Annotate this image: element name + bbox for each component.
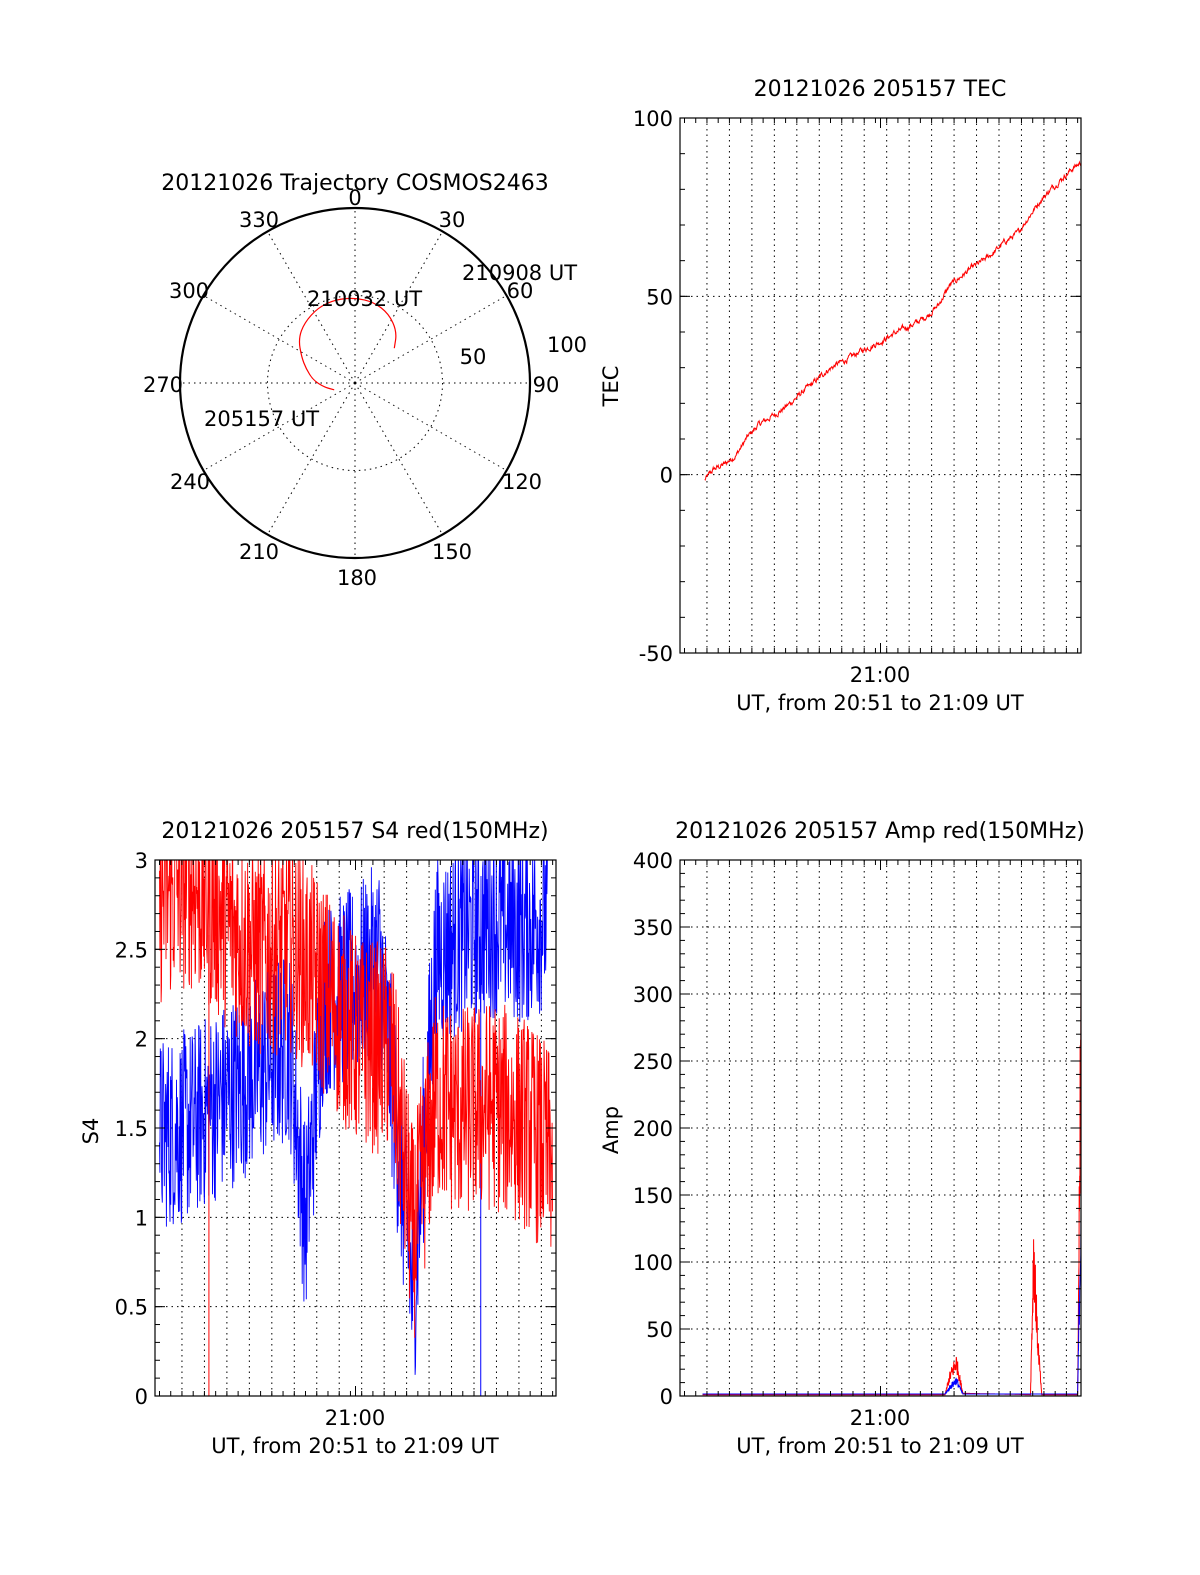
- amp-y-tick-label: 400: [633, 849, 673, 873]
- amp-y-tick-label: 50: [646, 1318, 673, 1342]
- tec-series-line: [704, 160, 1082, 481]
- polar-azimuth-label: 60: [507, 279, 534, 303]
- amp-series-line-blue: [702, 1214, 1082, 1395]
- tec-y-tick-label: 100: [633, 107, 673, 131]
- s4-chart: 20121026 205157 S4 red(150MHz) 0 0.5 1 1.5 2…: [79, 819, 557, 1458]
- s4-title: 20121026 205157 S4 red(150MHz): [161, 819, 548, 844]
- s4-y-tick-label: 2.5: [115, 938, 148, 962]
- tec-chart: 20121026 205157 TEC -50 0 50 100 21:00 UT, …: [599, 77, 1082, 715]
- s4-y-tick-label: 3: [135, 849, 148, 873]
- amp-series-line-red: [702, 970, 1082, 1396]
- tec-plot-frame: [679, 117, 1082, 654]
- polar-azimuth-label: 300: [169, 279, 209, 303]
- polar-radial-label: 100: [547, 333, 587, 357]
- amp-y-axis-label: Amp: [599, 1106, 623, 1154]
- polar-azimuth-label: 150: [432, 540, 472, 564]
- s4-y-tick-label: 0.5: [115, 1296, 148, 1320]
- polar-azimuth-label: 120: [502, 470, 542, 494]
- polar-time-annotation: 205157 UT: [204, 407, 319, 431]
- tec-y-tick-label: 50: [646, 285, 673, 309]
- polar-time-annotation: 210032 UT: [307, 287, 422, 311]
- s4-y-tick-label: 2: [135, 1028, 148, 1052]
- amp-y-tick-label: 250: [633, 1050, 673, 1074]
- polar-ring-50: [267, 295, 443, 471]
- s4-y-tick-label: 1: [135, 1206, 148, 1230]
- polar-trajectory-chart: 20121026 Trajectory COSMOS2463 0 30 60 90 12…: [143, 171, 587, 590]
- polar-azimuth-label: 0: [348, 186, 361, 210]
- polar-title: 20121026 Trajectory COSMOS2463: [161, 171, 548, 196]
- polar-azimuth-label: 270: [143, 373, 183, 397]
- tec-x-axis-label: UT, from 20:51 to 21:09 UT: [736, 691, 1024, 715]
- polar-azimuth-label: 210: [239, 540, 279, 564]
- polar-azimuth-label: 180: [337, 566, 377, 590]
- tec-y-tick-label: 0: [660, 464, 673, 488]
- polar-spoke: [354, 382, 507, 471]
- amp-y-tick-label: 0: [660, 1385, 673, 1409]
- amp-y-tick-label: 200: [633, 1117, 673, 1141]
- amp-chart: 20121026 205157 Amp red(150MHz) 0 50 100 15…: [599, 819, 1085, 1458]
- amp-y-tick-label: 350: [633, 916, 673, 940]
- polar-spoke: [267, 382, 356, 535]
- polar-azimuth-label: 330: [239, 208, 279, 232]
- tec-title: 20121026 205157 TEC: [754, 77, 1007, 102]
- tec-y-tick-label: -50: [639, 642, 673, 666]
- amp-plot-frame: [679, 859, 1082, 1397]
- polar-radial-label: 50: [460, 345, 487, 369]
- s4-series-line-blue: [159, 860, 548, 1375]
- s4-y-tick-label: 0: [135, 1385, 148, 1409]
- polar-time-annotation: 210908 UT: [462, 261, 577, 285]
- amp-x-tick-label: 21:00: [850, 1406, 911, 1430]
- polar-azimuth-label: 240: [170, 470, 210, 494]
- tec-y-axis-label: TEC: [599, 366, 623, 408]
- amp-title: 20121026 205157 Amp red(150MHz): [675, 819, 1085, 844]
- amp-y-tick-label: 100: [633, 1251, 673, 1275]
- amp-x-axis-label: UT, from 20:51 to 21:09 UT: [736, 1434, 1024, 1458]
- s4-x-tick-label: 21:00: [325, 1406, 386, 1430]
- amp-y-tick-label: 150: [633, 1184, 673, 1208]
- polar-azimuth-label: 90: [533, 373, 560, 397]
- polar-azimuth-label: 30: [439, 208, 466, 232]
- s4-x-axis-label: UT, from 20:51 to 21:09 UT: [211, 1434, 499, 1458]
- s4-series-line-red: [159, 860, 553, 1338]
- s4-y-axis-label: S4: [79, 1118, 103, 1145]
- polar-trajectory-line: [298, 297, 397, 391]
- s4-y-tick-label: 1.5: [115, 1117, 148, 1141]
- amp-y-tick-label: 300: [633, 983, 673, 1007]
- polar-outer-circle: [178, 206, 532, 560]
- polar-spoke: [354, 382, 443, 535]
- tec-x-tick-label: 21:00: [850, 663, 911, 687]
